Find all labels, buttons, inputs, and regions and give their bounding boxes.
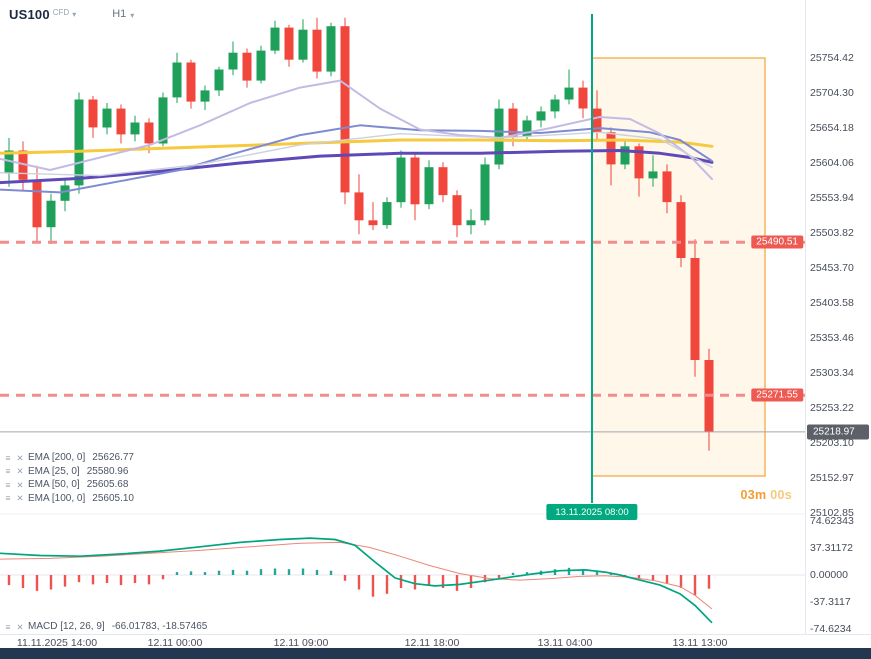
ema-line-ema-aux: [0, 131, 713, 177]
candles-layer: [4, 17, 714, 451]
ema-line-ema-50: [0, 124, 713, 194]
countdown-minutes: 03m: [740, 488, 767, 502]
time-axis[interactable]: [0, 634, 871, 649]
ema-legend-label: EMA [100, 0]: [28, 492, 86, 504]
macd-signal-line: [0, 541, 713, 610]
ema-line-ema-25: [0, 79, 713, 181]
symbol-selector[interactable]: US100 CFD ▾: [9, 7, 76, 22]
timeframe-label: H1: [112, 8, 127, 20]
macd-legend-value: -66.01783, -18.57465: [111, 621, 208, 633]
indicator-settings-icon[interactable]: ≡: [5, 452, 11, 463]
symbol-label: US100: [9, 7, 50, 22]
bottom-bar: [0, 648, 871, 659]
instrument-type-label: CFD: [52, 8, 70, 17]
chevron-down-icon: ▾: [130, 11, 135, 20]
countdown-seconds: 00s: [770, 488, 792, 502]
indicator-remove-icon[interactable]: ✕: [16, 621, 24, 632]
ema-legend-value: 25605.10: [92, 492, 134, 504]
ema-legend-row: ≡ ✕ EMA [100, 0] 25605.10: [4, 492, 134, 506]
timeframe-selector[interactable]: H1 ▾: [112, 8, 134, 20]
ema-legend-value: 25605.68: [86, 479, 129, 491]
chevron-down-icon: ▾: [72, 10, 77, 19]
ema-legend-value: 25626.77: [92, 452, 134, 464]
ema-legend-row: ≡ ✕ EMA [200, 0] 25626.77: [4, 451, 134, 465]
indicator-remove-icon[interactable]: ✕: [16, 452, 24, 463]
ema-legend-row: ≡ ✕ EMA [50, 0] 25605.68: [4, 478, 134, 492]
macd-histogram: [7, 567, 711, 597]
highlight-region: [591, 57, 766, 477]
indicator-settings-icon[interactable]: ≡: [5, 466, 11, 476]
chart-header: US100 CFD ▾ H1 ▾: [9, 7, 134, 22]
price-axis[interactable]: [805, 0, 871, 648]
countdown-timer: 03m 00s: [640, 488, 792, 502]
indicator-remove-icon[interactable]: ✕: [16, 466, 24, 476]
indicator-settings-icon[interactable]: ≡: [5, 479, 11, 490]
indicator-legends: ≡ ✕ EMA [200, 0] 25626.77 ≡ ✕ EMA [25, 0…: [4, 451, 134, 505]
ema-legend-label: EMA [200, 0]: [28, 452, 86, 464]
ema-legend-value: 25580.96: [86, 465, 129, 477]
indicator-settings-icon[interactable]: ≡: [5, 621, 11, 632]
ema-legend-row: ≡ ✕ EMA [25, 0] 25580.96: [4, 465, 134, 479]
ema-legend-label: EMA [25, 0]: [28, 465, 80, 477]
ema-legend-label: EMA [50, 0]: [28, 479, 80, 491]
indicator-remove-icon[interactable]: ✕: [16, 493, 24, 503]
macd-legend: ≡ ✕ MACD [12, 26, 9] -66.01783, -18.5746…: [4, 620, 208, 634]
macd-main-line: [0, 537, 713, 624]
ema-line-ema-100: [0, 149, 714, 185]
macd-legend-row: ≡ ✕ MACD [12, 26, 9] -66.01783, -18.5746…: [4, 620, 208, 634]
macd-legend-label: MACD [12, 26, 9]: [28, 621, 105, 633]
indicator-remove-icon[interactable]: ✕: [16, 479, 24, 490]
event-time-badge: 13.11.2025 08:00: [546, 504, 638, 520]
indicator-settings-icon[interactable]: ≡: [5, 493, 11, 503]
